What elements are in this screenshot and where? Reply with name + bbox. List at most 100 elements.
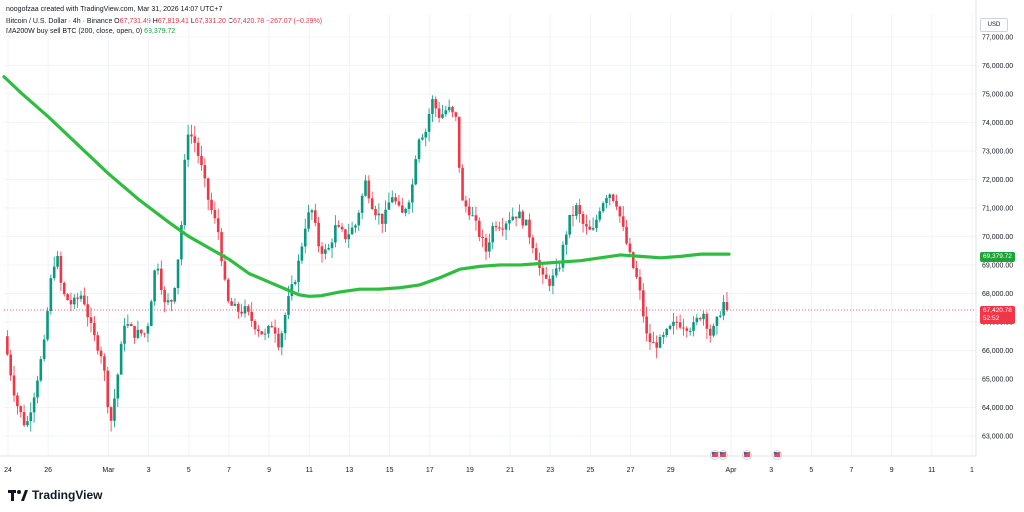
candle-body <box>421 137 424 140</box>
candle-body <box>66 294 69 301</box>
candle-body <box>307 212 310 229</box>
candle-body <box>665 328 669 336</box>
candle-body <box>601 203 605 212</box>
candle-body <box>173 287 177 302</box>
candle-body <box>504 223 508 230</box>
candle-body <box>153 270 156 302</box>
candle-body <box>103 356 106 371</box>
candle-body <box>293 281 297 285</box>
x-tick-label: 7 <box>227 467 231 474</box>
candle-body <box>337 225 341 227</box>
x-tick-label: 24 <box>4 467 12 474</box>
candle-body <box>591 228 595 230</box>
y-tick-label: 69,000.00 <box>982 262 1013 269</box>
candle-body <box>662 335 665 337</box>
candle-body <box>180 225 183 260</box>
x-tick-label: 29 <box>667 467 675 474</box>
candle-body <box>49 278 53 312</box>
candle-body <box>414 159 417 185</box>
candle-body <box>93 322 96 336</box>
candle-body <box>652 342 655 344</box>
x-tick-label: 3 <box>147 467 151 474</box>
tradingview-logo[interactable]: TradingView <box>8 488 102 502</box>
candle-body <box>437 108 441 118</box>
candle-body <box>595 219 598 229</box>
y-tick-label: 71,000.00 <box>982 205 1013 212</box>
chart-credit: noogofzaa created with TradingView.com, … <box>6 6 223 13</box>
symbol-legend: Bitcoin / U.S. Dollar · 4h · Binance O67… <box>6 18 322 25</box>
candle-body <box>129 324 133 326</box>
candle-body <box>464 200 468 207</box>
low-label: L <box>190 18 195 25</box>
candle-body <box>454 112 458 117</box>
candle-body <box>524 219 528 226</box>
candle-body <box>200 155 203 166</box>
candle-body <box>467 206 471 216</box>
candle-body <box>451 106 454 113</box>
ma-price-tag: 69,379.72 <box>980 252 1015 262</box>
high-value: 67,819.41 <box>157 18 189 25</box>
candle-body <box>390 197 394 203</box>
candle-body <box>508 219 511 224</box>
candle-body <box>119 343 123 375</box>
ma-legend-value: 69,379.72 <box>144 28 176 35</box>
candle-body <box>411 184 414 203</box>
candle-body <box>283 314 287 334</box>
candle-body <box>350 227 354 235</box>
candle-body <box>113 398 116 421</box>
candle-body <box>488 242 491 252</box>
candle-body <box>72 297 76 305</box>
candle-body <box>548 278 551 286</box>
y-tick-label: 64,000.00 <box>982 405 1013 412</box>
x-tick-label: 26 <box>44 467 52 474</box>
candle-body <box>494 225 498 228</box>
candle-body <box>156 268 160 271</box>
x-tick-label: 9 <box>267 467 271 474</box>
candle-body <box>39 359 43 381</box>
x-tick-label: 7 <box>850 467 854 474</box>
candle-body <box>347 234 351 240</box>
candle-body <box>253 320 257 330</box>
candle-body <box>52 266 56 279</box>
open-value: 67,731.49 <box>119 18 151 25</box>
candle-body <box>568 214 571 235</box>
candle-body <box>250 311 253 321</box>
x-tick-label: 23 <box>546 467 554 474</box>
candle-body <box>313 210 317 223</box>
ma-legend: MA200W buy sell BTC (200, close, open, 0… <box>6 28 175 35</box>
candle-body <box>210 199 213 210</box>
ma200w-line <box>2 75 731 298</box>
y-tick-label: 68,000.00 <box>982 291 1013 298</box>
candle-body <box>320 246 324 254</box>
x-tick-label: 19 <box>466 467 474 474</box>
candle-body <box>257 329 260 332</box>
candle-body <box>12 375 16 396</box>
currency-selector[interactable]: USD <box>980 18 1008 32</box>
candle-body <box>605 197 608 204</box>
candle-body <box>688 330 692 332</box>
candle-body <box>109 407 113 421</box>
candle-body <box>712 325 715 336</box>
candle-body <box>702 313 705 320</box>
candle-body <box>404 208 407 213</box>
candle-body <box>578 205 582 215</box>
candle-body <box>42 339 46 360</box>
candle-body <box>374 209 377 216</box>
candle-body <box>628 243 632 253</box>
candle-body <box>695 317 699 323</box>
candle-body <box>648 333 652 343</box>
candle-body <box>718 315 722 317</box>
candle-body <box>461 167 464 201</box>
candle-body <box>270 325 274 328</box>
candle-body <box>116 374 120 399</box>
candle-body <box>247 306 250 312</box>
candle-body <box>377 213 381 216</box>
candle-body <box>551 275 555 286</box>
candle-body <box>558 267 561 269</box>
candle-body <box>133 325 136 338</box>
candle-body <box>62 282 66 295</box>
candle-body <box>223 261 227 280</box>
x-tick-label: 11 <box>928 467 935 474</box>
candle-body <box>126 324 130 326</box>
